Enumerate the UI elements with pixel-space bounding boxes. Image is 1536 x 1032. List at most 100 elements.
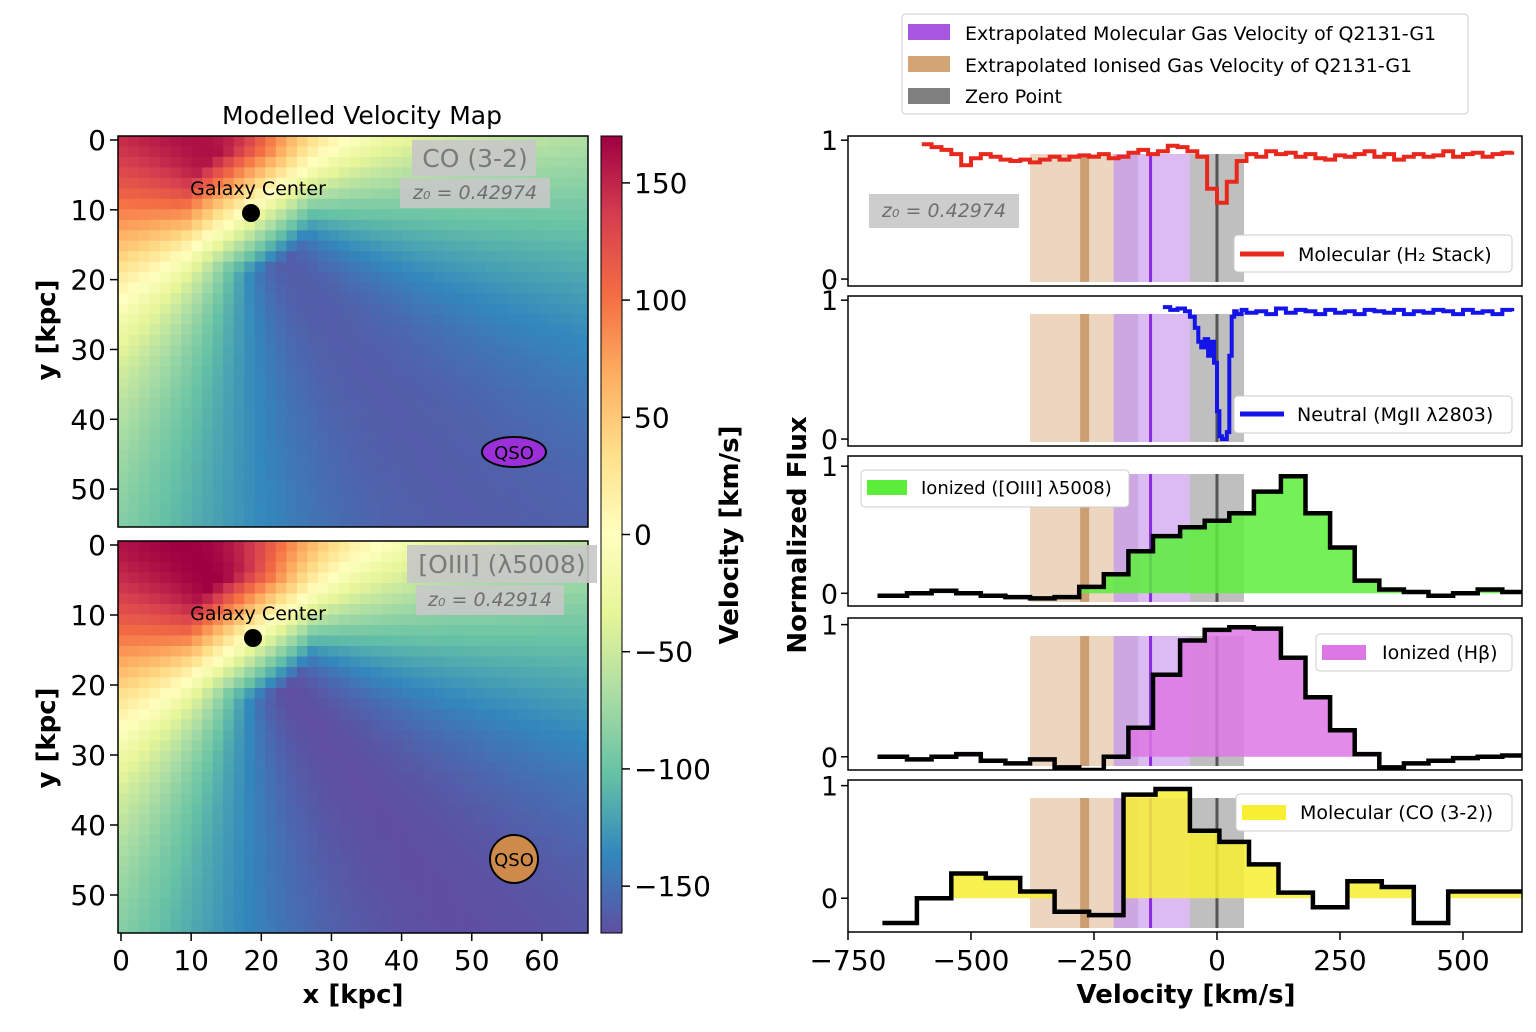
map-cell: [191, 898, 203, 910]
map-cell: [328, 156, 340, 168]
map-cell: [360, 293, 372, 305]
map-cell: [570, 908, 582, 920]
map-cell: [465, 751, 477, 763]
map-cell: [181, 513, 193, 525]
map-cell: [307, 646, 319, 658]
map-cell: [465, 772, 477, 784]
map-cell: [360, 835, 372, 847]
map-cell: [128, 835, 140, 847]
map-cell: [360, 814, 372, 826]
map-cell: [202, 492, 214, 504]
map-cell: [507, 761, 519, 773]
map-cell: [307, 572, 319, 584]
map-cell: [160, 688, 172, 700]
map-cell: [339, 646, 351, 658]
map-cell: [317, 803, 329, 815]
map-cell: [254, 845, 266, 857]
map-cell: [507, 614, 519, 626]
map-cell: [254, 593, 266, 605]
map-cell: [496, 688, 508, 700]
map-y-tick-label: 30: [70, 333, 106, 366]
map-cell: [202, 376, 214, 388]
map-cell: [202, 835, 214, 847]
map-cell: [149, 251, 161, 263]
map-cell: [296, 614, 308, 626]
map-cell: [170, 604, 182, 616]
map-cell: [402, 492, 414, 504]
map-cell: [170, 677, 182, 689]
map-cell: [296, 198, 308, 210]
map-cell: [391, 167, 403, 179]
map-cell: [181, 866, 193, 878]
map-cell: [317, 282, 329, 294]
map-cell: [570, 460, 582, 472]
map-cell: [475, 614, 487, 626]
map-cell: [286, 572, 298, 584]
map-cell: [223, 146, 235, 158]
map-cell: [191, 583, 203, 595]
map-cell: [339, 429, 351, 441]
map-cell: [275, 240, 287, 252]
map-cell: [339, 293, 351, 305]
map-cell: [307, 335, 319, 347]
map-cell: [212, 345, 224, 357]
map-cell: [307, 460, 319, 472]
map-cell: [212, 625, 224, 637]
map-cell: [517, 908, 529, 920]
map-cell: [528, 635, 540, 647]
map-cell: [391, 408, 403, 420]
map-cell: [444, 481, 456, 493]
map-cell: [275, 614, 287, 626]
map-cell: [570, 793, 582, 805]
map-cell: [139, 593, 151, 605]
map-cell: [170, 240, 182, 252]
map-cell: [181, 772, 193, 784]
map-cell: [170, 167, 182, 179]
map-cell: [360, 898, 372, 910]
map-cell: [475, 397, 487, 409]
map-cell: [307, 614, 319, 626]
map-cell: [433, 761, 445, 773]
map-cell: [317, 646, 329, 658]
map-cell: [423, 418, 435, 430]
map-cell: [212, 146, 224, 158]
map-cell: [139, 625, 151, 637]
map-cell: [296, 919, 308, 931]
map-cell: [118, 667, 130, 679]
spectrum-x-tick-label: −500: [933, 944, 1010, 977]
map-cell: [433, 898, 445, 910]
map-cell: [265, 345, 277, 357]
map-cell: [433, 272, 445, 284]
map-cell: [570, 471, 582, 483]
map-cell: [486, 887, 498, 899]
map-cell: [286, 803, 298, 815]
map-cell: [296, 793, 308, 805]
map-cell: [349, 481, 361, 493]
map-cell: [559, 324, 571, 336]
map-cell: [212, 719, 224, 731]
map-cell: [275, 251, 287, 263]
map-cell: [328, 667, 340, 679]
map-cell: [265, 709, 277, 721]
map-cell: [360, 719, 372, 731]
map-cell: [391, 513, 403, 525]
map-cell: [139, 418, 151, 430]
map-cell: [296, 513, 308, 525]
map-cell: [149, 814, 161, 826]
map-cell: [465, 376, 477, 388]
map-cell: [233, 408, 245, 420]
map-cell: [191, 481, 203, 493]
map-cell: [381, 761, 393, 773]
map-cell: [486, 929, 498, 933]
map-cell: [149, 866, 161, 878]
map-cell: [328, 562, 340, 574]
map-cell: [360, 593, 372, 605]
map-cell: [170, 908, 182, 920]
map-cell: [223, 335, 235, 347]
map-cell: [296, 646, 308, 658]
map-cell: [128, 156, 140, 168]
map-cell: [360, 614, 372, 626]
map-cell: [433, 314, 445, 326]
